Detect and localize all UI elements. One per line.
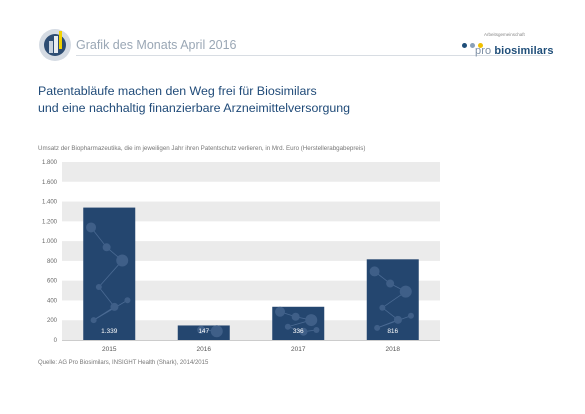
y-tick-label: 600: [47, 279, 58, 285]
grid-band: [62, 201, 440, 222]
y-tick-label: 400: [47, 298, 58, 304]
bar-pattern-node: [95, 284, 102, 291]
y-tick-label: 1.200: [42, 219, 58, 225]
bar-value-label: 147: [198, 328, 209, 335]
y-tick-label: 1.600: [42, 180, 58, 186]
headline-line-1: Patentabläufe machen den Weg frei für Bi…: [38, 84, 317, 98]
brand-name: pro biosimilars: [475, 45, 554, 57]
bar-pattern-node: [379, 304, 386, 311]
x-tick-label: 2017: [291, 346, 306, 353]
brand-logo: Arbeitsgemeinschaft pro biosimilars: [462, 31, 562, 61]
bar-pattern-node: [210, 325, 223, 338]
y-tick-label: 1.400: [42, 200, 58, 206]
header-divider: [76, 55, 550, 56]
brand-name-bio: biosimilars: [494, 45, 554, 57]
bar-pattern-node: [305, 314, 318, 327]
x-tick-label: 2016: [197, 346, 212, 353]
report-title: Grafik des Monats April 2016: [76, 38, 237, 52]
grid-band: [62, 320, 440, 340]
chart-title: Umsatz der Biopharmazeutika, die im jewe…: [38, 145, 366, 152]
bar-pattern-node: [369, 266, 380, 277]
bar-value-label: 336: [293, 328, 304, 335]
report-logo-icon: [39, 29, 71, 61]
bar-pattern-node: [90, 317, 97, 324]
grid-band: [62, 241, 440, 261]
bar-pattern-node: [284, 323, 291, 330]
headline: Patentabläufe machen den Weg frei für Bi…: [38, 83, 350, 117]
bar-pattern-node: [374, 324, 381, 331]
brand-dots-icon: [462, 35, 486, 53]
bar-pattern-node: [116, 254, 129, 267]
bar-pattern-line: [93, 299, 128, 321]
bar-pattern-node: [110, 302, 119, 311]
bar-pattern-node: [291, 312, 300, 321]
bar-pattern-node: [386, 279, 395, 288]
bar-pattern-node: [393, 315, 402, 324]
bar-pattern-node: [197, 325, 206, 334]
x-tick-label: 2018: [386, 346, 401, 353]
bar-pattern-node: [124, 297, 131, 304]
bar-pattern-line: [377, 315, 412, 329]
x-tick-label: 2015: [102, 346, 117, 353]
bar-pattern-node: [313, 327, 320, 334]
y-tick-label: 200: [47, 318, 58, 324]
bar-value-label: 1.339: [101, 328, 118, 335]
y-tick-label: 1.800: [42, 160, 58, 166]
brand-name-pro: pro: [475, 45, 495, 57]
bar-pattern-node: [299, 327, 308, 336]
bar-pattern-node: [102, 243, 111, 252]
brand-tagline: Arbeitsgemeinschaft: [484, 32, 525, 37]
source-note: Quelle: AG Pro Biosimilars, INSIGHT Heal…: [38, 360, 209, 366]
y-tick-label: 0: [54, 338, 58, 344]
bar-pattern-node: [275, 306, 286, 317]
bar-pattern-node: [399, 285, 412, 298]
bar-pattern-node: [86, 222, 97, 233]
bar-value-label: 816: [387, 328, 398, 335]
y-tick-label: 1.000: [42, 239, 58, 245]
y-tick-label: 800: [47, 259, 58, 265]
bar-pattern-node: [407, 312, 414, 319]
grid-band: [62, 162, 440, 182]
headline-line-2: und eine nachhaltig finanzierbare Arznei…: [38, 101, 351, 115]
bar-pattern-line: [98, 286, 115, 308]
grid-band: [62, 280, 440, 301]
